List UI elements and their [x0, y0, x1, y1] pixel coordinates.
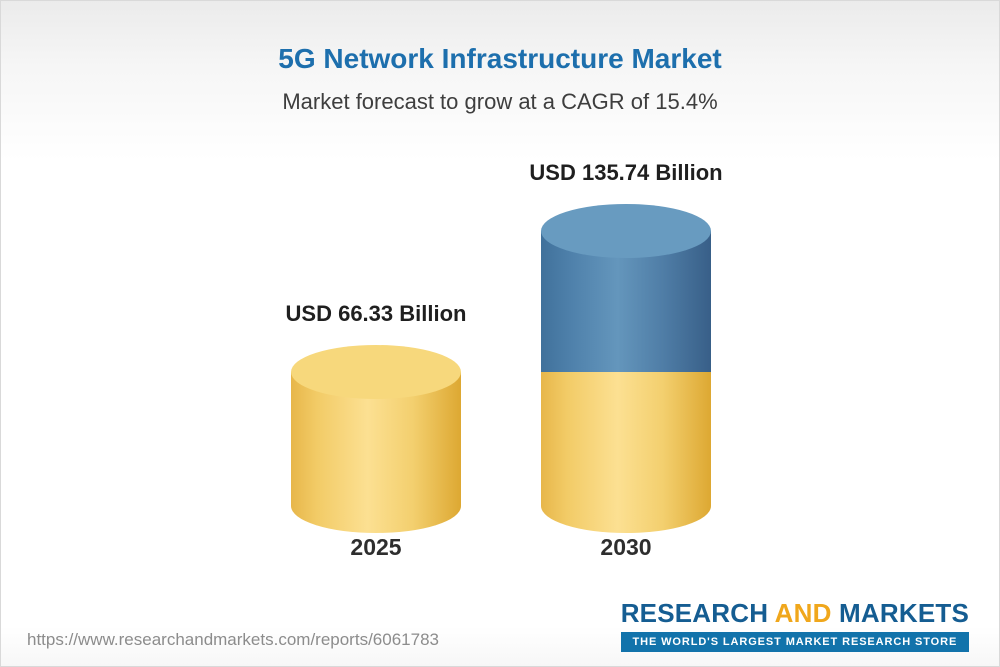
logo-word-research: RESEARCH	[620, 598, 769, 628]
researchandmarkets-logo: RESEARCH AND MARKETS THE WORLD'S LARGEST…	[620, 598, 969, 652]
chart-title: 5G Network Infrastructure Market	[278, 43, 722, 74]
logo-wordmark: RESEARCH AND MARKETS	[621, 598, 969, 629]
bar-2030-base-segment	[541, 372, 711, 533]
value-label-2030: USD 135.74 Billion	[529, 160, 723, 185]
axis-label-2030: 2030	[600, 534, 652, 560]
report-url: https://www.researchandmarkets.com/repor…	[27, 630, 439, 649]
logo-tagline: THE WORLD'S LARGEST MARKET RESEARCH STOR…	[620, 632, 969, 652]
bar-2030-top-face	[541, 204, 711, 258]
logo-word-markets: MARKETS	[839, 598, 969, 628]
logo-word-and: AND	[774, 598, 832, 628]
chart-subtitle: Market forecast to grow at a CAGR of 15.…	[282, 89, 718, 114]
value-label-2025: USD 66.33 Billion	[285, 301, 467, 326]
axis-label-2025: 2025	[350, 534, 402, 560]
bar-2025-top-face	[291, 345, 461, 399]
